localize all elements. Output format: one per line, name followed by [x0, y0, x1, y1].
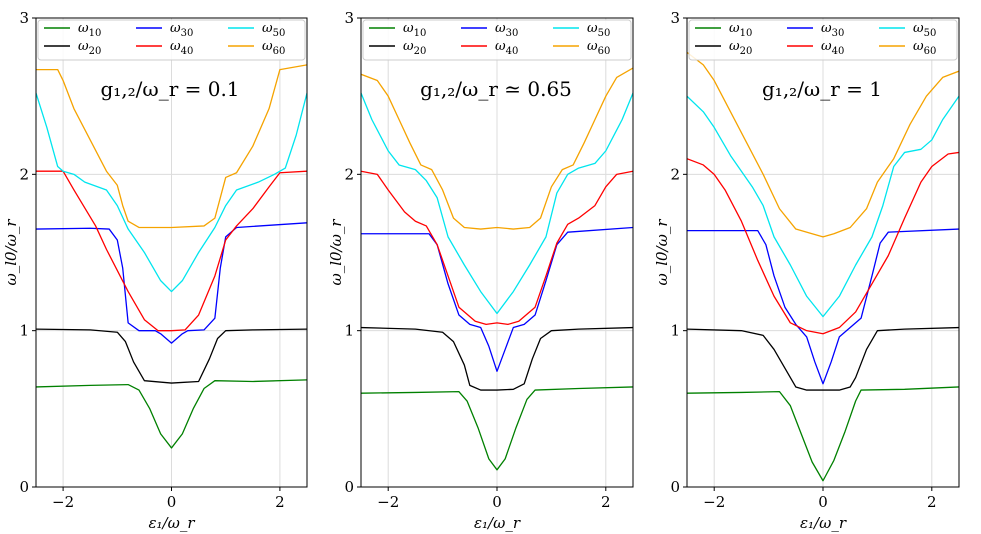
x-axis-label: ε₁/ω_r — [148, 514, 195, 532]
y-tick-label: 1 — [19, 322, 29, 340]
legend-label-ω10: ω10 — [729, 21, 752, 39]
series-line-ω10 — [687, 386, 959, 482]
series-line-ω60 — [687, 51, 959, 238]
series-line-ω20 — [36, 328, 307, 384]
legend-label-ω50: ω50 — [587, 21, 610, 39]
legend-box — [362, 19, 632, 61]
series-line-ω50 — [36, 92, 307, 293]
legend-label-ω50: ω50 — [913, 21, 936, 39]
y-tick-label: 2 — [344, 165, 354, 183]
y-tick-label: 3 — [670, 9, 680, 27]
x-tick-label: 0 — [167, 493, 177, 511]
legend-label-ω30: ω30 — [821, 21, 844, 39]
legend-label-ω40: ω40 — [821, 39, 844, 57]
series-line-ω30 — [687, 228, 959, 385]
x-tick-label: −2 — [52, 493, 74, 511]
legend-label-ω60: ω60 — [262, 39, 285, 57]
series-line-ω20 — [361, 326, 633, 391]
y-tick-label: 3 — [19, 9, 29, 27]
legend-label-ω40: ω40 — [170, 39, 193, 57]
y-axis-label: ω_l0/ω_r — [327, 219, 345, 286]
x-tick-label: 2 — [927, 493, 937, 511]
series-line-ω40 — [36, 170, 307, 332]
panel-annotation: g₁,₂/ω_r = 0.1 — [100, 77, 239, 101]
x-tick-label: −2 — [377, 493, 399, 511]
x-axis-label: ε₁/ω_r — [474, 514, 521, 532]
legend-box — [37, 19, 306, 61]
legend-label-ω30: ω30 — [170, 21, 193, 39]
y-tick-label: 0 — [670, 478, 680, 496]
legend-label-ω60: ω60 — [587, 39, 610, 57]
x-tick-label: 0 — [492, 493, 502, 511]
x-tick-label: 0 — [818, 493, 828, 511]
y-tick-label: 0 — [344, 478, 354, 496]
y-tick-label: 1 — [670, 322, 680, 340]
x-tick-label: 2 — [601, 493, 611, 511]
series-line-ω10 — [361, 386, 633, 471]
panel-annotation: g₁,₂/ω_r = 1 — [762, 77, 882, 101]
legend-box — [688, 19, 958, 61]
x-tick-label: −2 — [703, 493, 725, 511]
x-axis-label: ε₁/ω_r — [800, 514, 847, 532]
series-line-ω60 — [36, 64, 307, 229]
legend-label-ω30: ω30 — [495, 21, 518, 39]
y-tick-label: 1 — [344, 322, 354, 340]
legend-label-ω10: ω10 — [78, 21, 101, 39]
series-line-ω60 — [361, 67, 633, 230]
series-line-ω50 — [687, 95, 959, 318]
legend-label-ω20: ω20 — [403, 39, 426, 57]
series-line-ω30 — [36, 222, 307, 344]
series-line-ω40 — [361, 170, 633, 326]
legend-label-ω60: ω60 — [913, 39, 936, 57]
y-tick-label: 0 — [19, 478, 29, 496]
panel-annotation: g₁,₂/ω_r ≃ 0.65 — [420, 77, 572, 101]
y-axis-label: ω_l0/ω_r — [2, 219, 20, 286]
y-tick-label: 2 — [670, 165, 680, 183]
y-tick-label: 3 — [344, 9, 354, 27]
legend-label-ω20: ω20 — [78, 39, 101, 57]
legend-label-ω50: ω50 — [262, 21, 285, 39]
legend-label-ω20: ω20 — [729, 39, 752, 57]
y-tick-label: 2 — [19, 165, 29, 183]
series-line-ω40 — [687, 151, 959, 335]
legend-label-ω40: ω40 — [495, 39, 518, 57]
x-tick-label: 2 — [275, 493, 285, 511]
series-line-ω20 — [687, 326, 959, 391]
series-line-ω10 — [36, 379, 307, 449]
series-line-ω50 — [361, 92, 633, 315]
legend-label-ω10: ω10 — [403, 21, 426, 39]
y-axis-label: ω_l0/ω_r — [653, 219, 671, 286]
